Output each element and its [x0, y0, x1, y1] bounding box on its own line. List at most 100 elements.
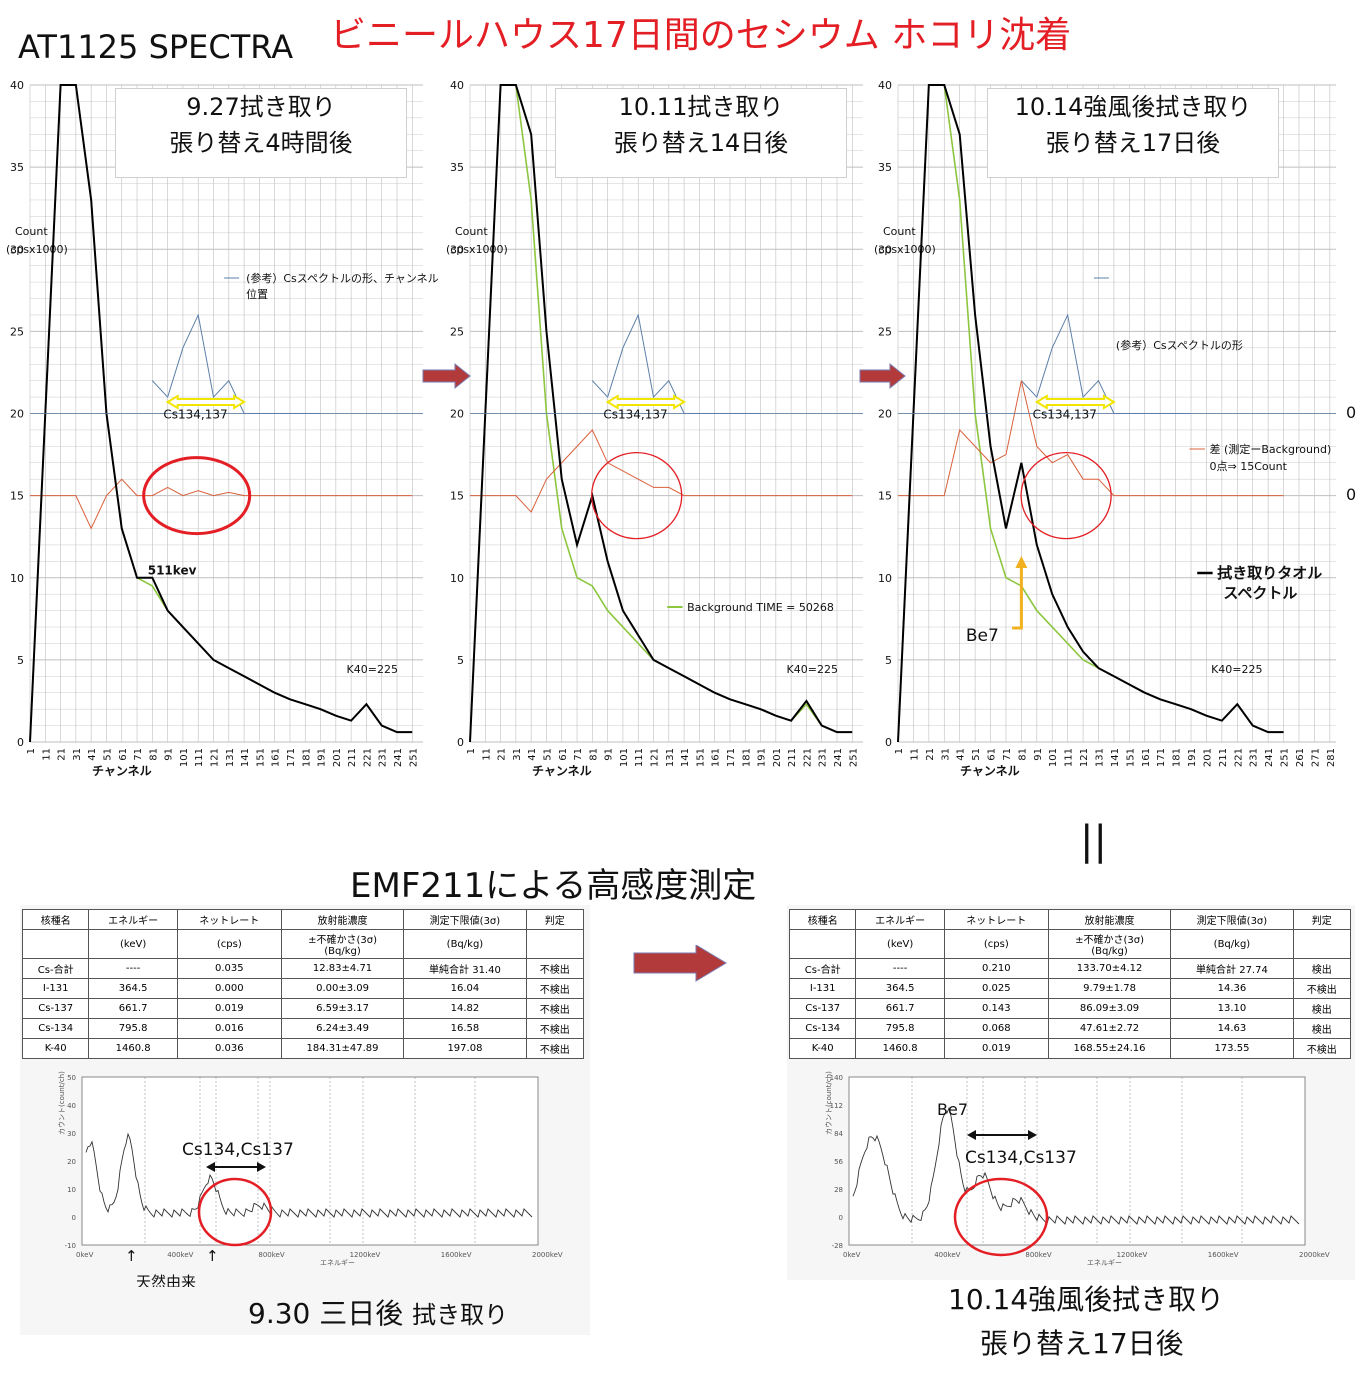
- x-tick-label: 171: [1156, 748, 1167, 767]
- ref-legend: (参考）Csスペクトルの形、チャンネル: [246, 271, 439, 285]
- table-cell: 6.24±3.49: [280, 1018, 405, 1039]
- table-cell: I-131: [788, 978, 857, 999]
- x-tick-label: 81: [1017, 748, 1028, 761]
- series-line-1: [469, 84, 853, 743]
- y-tick-label: 5: [17, 654, 24, 667]
- rsub-energy: (keV): [855, 929, 945, 959]
- table-cell: 795.8: [88, 1018, 178, 1039]
- table-row: Cs-合計 ---- 0.035 12.83±4.71 単純合計 31.40 不検出: [21, 958, 585, 979]
- rhdr-netrate: ネットレート: [943, 909, 1049, 930]
- hdr-limit: 測定下限値(3σ): [403, 909, 527, 930]
- table-cell: 検出: [1292, 1018, 1352, 1039]
- emf-x-tick: 1600keV: [441, 1251, 472, 1259]
- emf-y-tick: 28: [834, 1186, 843, 1194]
- table-row: Cs-134 795.8 0.068 47.61±2.72 14.63 検出: [788, 1018, 1352, 1039]
- y-axis-label-2: (cpsx1000): [874, 243, 936, 256]
- x-tick-label: 101: [1048, 748, 1059, 767]
- emf-x-tick: 2000keV: [1299, 1251, 1330, 1259]
- x-tick-label: 81: [148, 748, 159, 761]
- x-tick-label: 191: [757, 748, 768, 767]
- panel-3-box: 10.14強風後拭き取り 張り替え17日後: [987, 88, 1279, 178]
- x-tick-label: 161: [271, 748, 282, 767]
- y-tick-label: 35: [10, 161, 24, 174]
- table-cell: 661.7: [855, 998, 945, 1019]
- x-tick-label: 181: [1172, 748, 1183, 767]
- table-row: Cs-137 661.7 0.143 86.09±3.09 13.10 検出: [788, 998, 1352, 1019]
- emf-natural-label: 天然由来: [136, 1273, 196, 1287]
- y-tick-label: 20: [450, 408, 464, 421]
- hdr-energy: エネルギー: [88, 909, 178, 930]
- y-tick-label: 10: [450, 572, 464, 585]
- diff-legend-2: 0点⇒ 15Count: [1210, 460, 1288, 473]
- emf-spectrum-line: [852, 1106, 1300, 1225]
- emf-y-tick: 40: [67, 1102, 76, 1110]
- emf-x-tick: 1600keV: [1208, 1251, 1239, 1259]
- y-tick-label: 10: [10, 572, 24, 585]
- y-tick-label: 0: [17, 736, 24, 749]
- x-tick-label: 71: [1002, 748, 1013, 761]
- y-tick-label: 30: [10, 243, 24, 256]
- x-tick-label: 221: [1233, 748, 1244, 767]
- x-tick-label: 191: [1187, 748, 1198, 767]
- x-tick-label: 201: [332, 748, 343, 767]
- x-tick-label: 171: [286, 748, 297, 767]
- x-tick-label: 11: [481, 748, 492, 761]
- table-cell: 0.016: [176, 1018, 282, 1039]
- panel-1-box: 9.27拭き取り 張り替え4時間後: [115, 88, 407, 178]
- x-tick-label: 31: [72, 748, 83, 761]
- table-cell: Cs-137: [788, 998, 857, 1019]
- table-cell: 0.068: [943, 1018, 1049, 1039]
- y-tick-label: 20: [10, 408, 24, 421]
- table-cell: 不検出: [525, 998, 585, 1019]
- emf-y-tick: -10: [65, 1242, 76, 1250]
- emf-cs-label: Cs134,Cs137: [965, 1148, 1077, 1168]
- emf-x-tick: 0keV: [76, 1251, 94, 1259]
- x-axis-label: チャンネル: [960, 764, 1020, 778]
- rsub-activity: ±不確かさ(3σ) (Bq/kg): [1047, 929, 1172, 959]
- be7-arrowhead: [1015, 556, 1028, 568]
- table-cell: 不検出: [1292, 978, 1352, 999]
- x-tick-label: 51: [971, 748, 982, 761]
- x-tick-label: 91: [164, 748, 175, 761]
- x-tick-label: 161: [1141, 748, 1152, 767]
- x-tick-label: 261: [1295, 748, 1306, 767]
- table-cell: K-40: [21, 1038, 90, 1059]
- rhdr-judge: 判定: [1292, 909, 1352, 930]
- table-cell: 0.00±3.09: [280, 978, 405, 999]
- x-tick-label: 231: [818, 748, 829, 767]
- table-cell: 173.55: [1170, 1038, 1294, 1059]
- left-caption-main: 9.30 三日後: [248, 1297, 404, 1330]
- x-tick-label: 21: [925, 748, 936, 761]
- table-row: Cs-合計 ---- 0.210 133.70±4.12 単純合計 27.74 検出: [788, 958, 1352, 979]
- x-tick-label: 251: [848, 748, 859, 767]
- y-tick-label: 5: [885, 654, 892, 667]
- be7-label: Be7: [966, 626, 999, 646]
- table-cell: 単純合計 27.74: [1170, 958, 1294, 979]
- table-row: I-131 364.5 0.000 0.00±3.09 16.04 不検出: [21, 978, 585, 999]
- series-line-4: [470, 429, 853, 513]
- sample-legend-2: スペクトル: [1223, 584, 1297, 602]
- panel-2-box: 10.11拭き取り 張り替え14日後: [555, 88, 847, 178]
- y-tick-label: 30: [450, 243, 464, 256]
- x-tick-label: 151: [255, 748, 266, 767]
- y-axis-label-1: Count: [883, 225, 916, 238]
- be7-arrow: [1012, 560, 1023, 630]
- emf-y-tick: 0: [839, 1214, 843, 1222]
- x-tick-label: 61: [558, 748, 569, 761]
- panel-3-line2: 張り替え17日後: [1045, 129, 1221, 157]
- equals-sign: ||: [1080, 818, 1107, 864]
- x-tick-label: 71: [573, 748, 584, 761]
- x-tick-label: 191: [317, 748, 328, 767]
- cs-region-circle: [142, 456, 252, 536]
- table-cell: 不検出: [525, 1038, 585, 1059]
- right-caption-line1: 10.14強風後拭き取り: [948, 1283, 1225, 1316]
- plot-frame: [81, 1076, 539, 1246]
- x-tick-label: 1: [894, 748, 905, 754]
- x-tick-label: 201: [1202, 748, 1213, 767]
- table-cell: Cs-137: [21, 998, 90, 1019]
- x-tick-label: 141: [680, 748, 691, 767]
- table-cell: 16.04: [403, 978, 527, 999]
- y-tick-label: 40: [878, 79, 892, 92]
- x-tick-label: 241: [1264, 748, 1275, 767]
- table-cell: 不検出: [525, 978, 585, 999]
